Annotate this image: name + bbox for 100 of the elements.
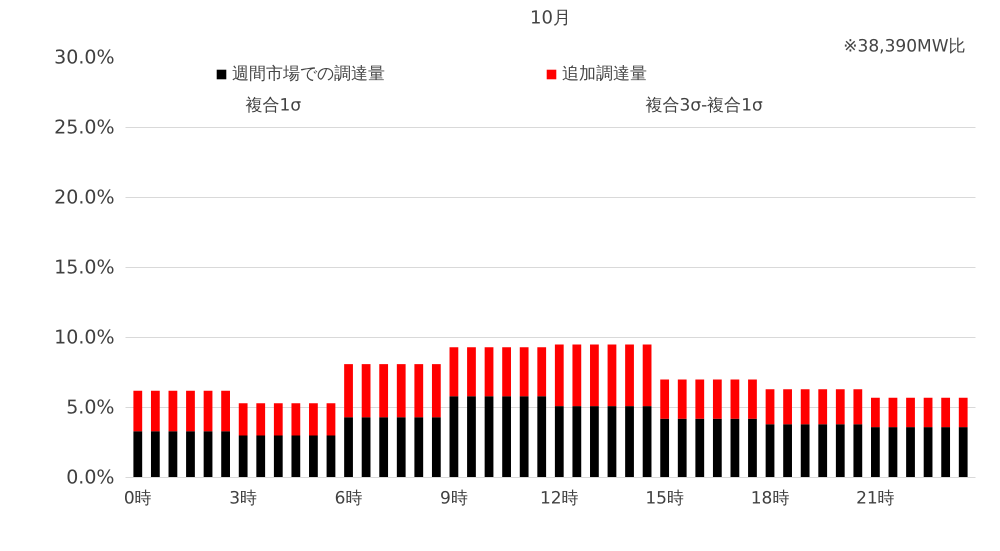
legend-label: 週間市場での調達量 [232,63,385,85]
bar [642,406,652,478]
bar [853,389,862,424]
bar [712,380,722,419]
bar [221,431,230,478]
y-tick-label: 25.0% [54,116,114,138]
bar [924,398,932,428]
bar [836,389,845,424]
legend-label: 追加調達量 [562,63,647,85]
bar [712,418,722,478]
bar [150,390,160,432]
bar [238,403,248,436]
bar [941,427,950,478]
bar [906,427,915,478]
bar [467,347,476,396]
bar [396,364,406,418]
x-tick-label: 12時 [540,488,579,508]
bar [678,380,687,419]
y-tick-label: 10.0% [54,326,114,348]
bar [309,403,318,436]
bar [291,403,300,436]
bar [695,418,704,478]
bar [204,390,212,432]
bar [186,431,195,478]
bar [396,417,406,478]
x-tick-label: 15時 [645,488,684,508]
bar [450,396,458,478]
y-tick-label: 0.0% [66,466,115,488]
bar [502,347,511,396]
bar [326,403,336,436]
bar [502,396,511,478]
bar [678,418,687,478]
bar [379,364,388,418]
bar [274,436,283,478]
bar [608,406,616,478]
bar [238,436,248,478]
bar [836,424,845,478]
bar [344,364,353,418]
bar [818,424,828,478]
bar [467,396,476,478]
bar [871,427,880,478]
bar [695,380,704,419]
bar [414,417,424,478]
x-tick-label: 3時 [229,488,258,508]
y-tick-label: 5.0% [66,396,115,418]
bar [362,417,370,478]
bar [309,436,318,478]
bar [853,424,862,478]
bar [924,427,932,478]
bar [554,406,564,478]
bar [168,390,178,432]
bar [888,398,898,428]
bar [783,389,792,424]
x-tick-label: 0時 [124,488,152,508]
bar [379,417,388,478]
bar [537,396,546,478]
bar [520,347,529,396]
bar [484,396,494,478]
bar [590,344,599,406]
bar [642,344,652,406]
bar [221,390,230,432]
bar [660,418,670,478]
bar [660,380,670,419]
bar [168,431,178,478]
bar [941,398,950,428]
text: ※38,390MW比 [843,36,966,56]
bar [520,396,529,478]
bar [432,364,441,418]
bar [748,418,757,478]
chart-title: 10月 [530,8,571,28]
bar [730,380,740,419]
bar [608,344,616,406]
bar [572,406,582,478]
bar [432,417,441,478]
x-tick-label: 9時 [440,488,468,508]
bar [730,418,740,478]
bar [958,398,968,428]
bar [291,436,300,478]
bar [800,389,810,424]
bar [450,347,458,396]
y-tick-label: 15.0% [54,256,114,278]
bar [800,424,810,478]
bar [256,403,266,436]
bar [133,390,142,432]
bar [537,347,546,396]
bar [766,424,774,478]
y-tick-label: 30.0% [54,46,114,68]
bar [326,436,336,478]
bar [414,364,424,418]
bar [958,427,968,478]
bar [204,431,212,478]
x-tick-label: 6時 [334,488,362,508]
bar [906,398,915,428]
bar [150,431,160,478]
x-tick-label: 18時 [750,488,790,508]
bar [888,427,898,478]
bar [625,344,634,406]
bar [818,389,828,424]
bar [133,431,142,478]
bar [590,406,599,478]
